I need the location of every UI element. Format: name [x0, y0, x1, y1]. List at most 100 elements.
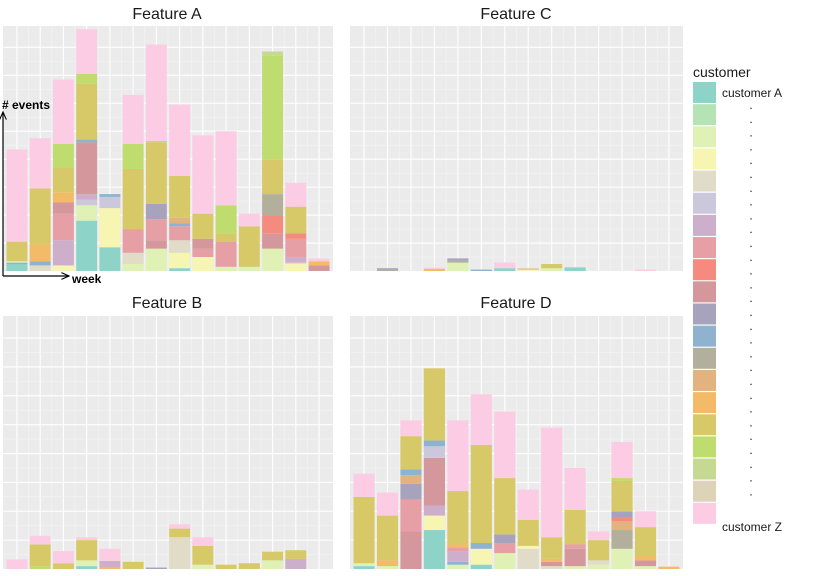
bar-segment: [470, 564, 492, 569]
bar-segment: [611, 511, 633, 518]
bar-segment: [447, 258, 469, 261]
bar-segment: [541, 427, 563, 538]
y-axis-label: # events: [2, 98, 50, 112]
bar-segment: [145, 142, 167, 204]
bar-segment: [400, 436, 422, 470]
bar-segment: [470, 548, 492, 565]
legend-ellipsis-dot: .: [749, 250, 752, 264]
legend-key: [693, 392, 716, 414]
bar-segment: [517, 519, 539, 546]
bar-segment: [400, 475, 422, 484]
legend-ellipsis-dot: .: [749, 98, 752, 112]
bar-segment: [145, 44, 167, 141]
bar-segment: [76, 83, 98, 140]
bar-segment: [99, 194, 121, 197]
bar-segment: [145, 248, 167, 271]
bar-segment: [447, 262, 469, 271]
bar-segment: [517, 268, 539, 270]
bar-segment: [285, 238, 307, 258]
bar-segment: [122, 168, 144, 230]
bar-segment: [215, 205, 237, 234]
bar-segment: [376, 560, 399, 567]
legend-key: [693, 126, 716, 148]
legend-key: [693, 192, 716, 214]
bar-segment: [215, 241, 237, 267]
bar-segment: [353, 566, 375, 569]
bar-segment: [122, 264, 144, 271]
legend-key: [693, 148, 716, 170]
bar-segment: [76, 537, 98, 541]
legend-ellipsis-dot: .: [749, 195, 752, 209]
bar-segment: [145, 219, 167, 241]
bar-segment: [541, 264, 563, 269]
legend-key: [693, 458, 716, 480]
bar-segment: [494, 268, 516, 271]
bar-segment: [285, 550, 307, 559]
bar-segment: [192, 537, 214, 546]
legend-ellipsis: .............................: [749, 98, 752, 498]
bar-segment: [215, 233, 237, 242]
bar-segment: [400, 420, 422, 437]
bar-segment: [262, 248, 284, 271]
bar-segment: [99, 548, 121, 561]
bar-segment: [423, 269, 445, 271]
legend-key: [693, 237, 716, 259]
bar-segment: [99, 567, 121, 569]
bar-segment: [376, 566, 399, 569]
bar-segment: [238, 563, 260, 569]
bar-segment: [564, 467, 586, 510]
legend-ellipsis-dot: .: [749, 112, 752, 126]
legend-ellipsis-dot: .: [749, 277, 752, 291]
bar-segment: [588, 560, 610, 565]
bar-segment: [29, 244, 51, 262]
bar-segment: [285, 233, 307, 239]
bar-segment: [541, 566, 563, 569]
bar-segment: [376, 515, 399, 561]
bar-segment: [6, 261, 28, 263]
bar-segment: [76, 199, 98, 206]
bar-segment: [447, 260, 469, 263]
bar-segment: [447, 491, 469, 545]
bar-segment: [76, 194, 98, 200]
legend-key: [693, 82, 716, 103]
bar-segment: [76, 566, 98, 569]
legend-key: [693, 303, 716, 325]
bar-segment: [238, 226, 260, 267]
bar-segment: [400, 499, 422, 532]
legend-ellipsis-dot: .: [749, 208, 752, 222]
bar-segment: [564, 566, 586, 569]
bar-segment: [122, 229, 144, 253]
bar-segment: [76, 560, 98, 567]
bar-segment: [192, 545, 214, 565]
bar-segment: [99, 196, 121, 209]
bar-segment: [192, 257, 214, 271]
legend-ellipsis-dot: .: [749, 222, 752, 236]
bar-segment: [192, 135, 214, 214]
bar-segment: [353, 563, 375, 567]
bar-segment: [215, 131, 237, 206]
bar-segment: [169, 175, 191, 218]
bar-segment: [169, 226, 191, 241]
panel-feature-d: Feature D: [350, 295, 683, 569]
bar-segment: [285, 257, 307, 263]
legend-ellipsis-dot: .: [749, 374, 752, 388]
bar-segment: [285, 182, 307, 207]
bar-segment: [169, 528, 191, 538]
bar-segment: [29, 535, 51, 545]
bar-segment: [192, 248, 214, 258]
bar-segment: [447, 544, 469, 548]
plot-area-feature-a: [3, 26, 333, 271]
bar-segment: [588, 540, 610, 561]
bar-segment: [517, 545, 539, 549]
bar-segment: [192, 213, 214, 239]
bar-segment: [423, 457, 445, 506]
bar-segment: [658, 566, 680, 569]
legend-ellipsis-dot: .: [749, 264, 752, 278]
legend-label-first: customer A: [722, 86, 782, 100]
bar-segment: [52, 192, 74, 203]
bar-segment: [6, 241, 28, 262]
bar-segment: [262, 51, 284, 56]
facet-title-feature-a: Feature A: [132, 6, 202, 23]
legend-ellipsis-dot: .: [749, 360, 752, 374]
